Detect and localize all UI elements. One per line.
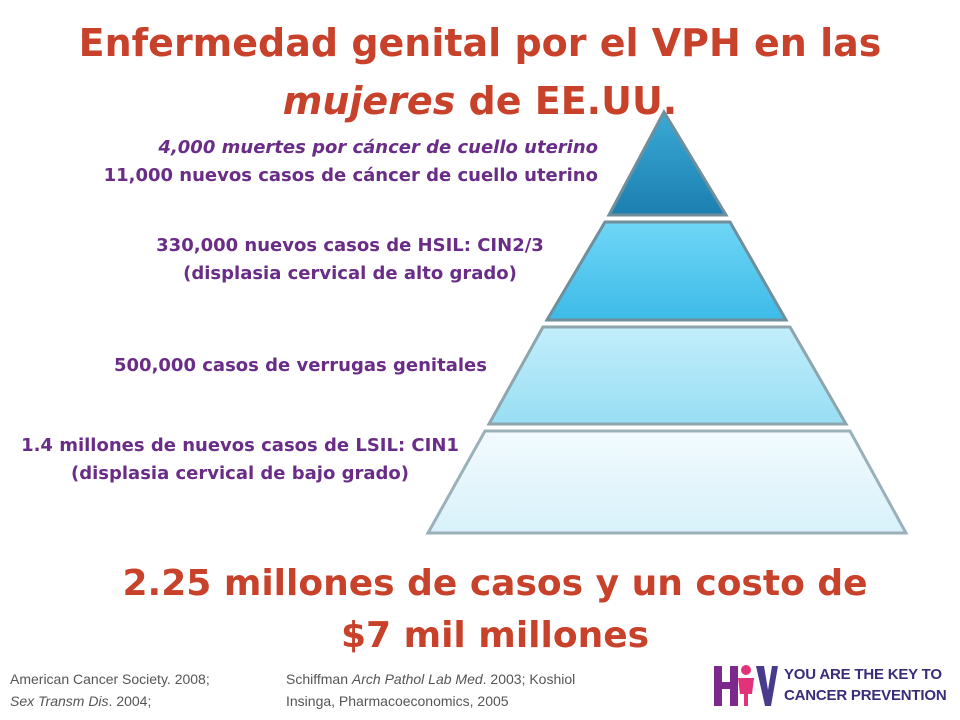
level-3-label: 500,000 casos de verrugas genitales	[114, 352, 487, 380]
pyramid-tier-4	[425, 429, 909, 535]
reference-schiffman: Schiffman Arch Pathol Lab Med. 2003; Kos…	[286, 668, 575, 690]
title-line-2: de EE.UU.	[455, 79, 678, 123]
reference-acs: American Cancer Society. 2008;	[10, 671, 210, 687]
reference-koshiol-year: . 2004;	[108, 693, 152, 709]
level-1-line-1: 4,000 muertes por cáncer de cuello uteri…	[158, 137, 598, 158]
level-4-line-2: (displasia cervical de bajo grado)	[71, 463, 409, 484]
level-4-line-1: 1.4 millones de nuevos casos de LSIL: CI…	[21, 435, 459, 456]
title-italic-word: mujeres	[282, 79, 456, 123]
reference-row-1: American Cancer Society. 2008; Schiffman…	[10, 668, 575, 690]
pyramid-tier-1	[606, 108, 729, 217]
reference-schiffman-journal: Arch Pathol Lab Med	[351, 671, 483, 687]
total-summary: 2.25 millones de casos y un costo de $7 …	[70, 558, 920, 662]
logo-tagline-line-1: YOU ARE THE KEY TO	[784, 666, 942, 683]
reference-koshiol-journal: Sex Transm Dis	[10, 693, 109, 709]
hpv-logo: YOU ARE THE KEY TO CANCER PREVENTION	[712, 660, 947, 710]
level-4-label: 1.4 millones de nuevos casos de LSIL: CI…	[0, 432, 480, 488]
level-2-line-2: (displasia cervical de alto grado)	[183, 263, 517, 284]
reference-schiffman-author: Schiffman	[286, 671, 352, 687]
reference-row-2: Sex Transm Dis. 2004; Insinga, Pharmacoe…	[10, 690, 509, 712]
level-3-line-1: 500,000 casos de verrugas genitales	[114, 355, 487, 376]
logo-tagline: YOU ARE THE KEY TO CANCER PREVENTION	[784, 664, 947, 706]
level-1-line-2: 11,000 nuevos casos de cáncer de cuello …	[103, 165, 598, 186]
total-line-2: $7 mil millones	[340, 615, 650, 656]
references: American Cancer Society. 2008; Schiffman…	[10, 668, 575, 712]
total-line-1: 2.25 millones de casos y un costo de	[122, 563, 868, 604]
level-1-label: 4,000 muertes por cáncer de cuello uteri…	[104, 134, 598, 190]
reference-insinga: Insinga, Pharmacoeconomics, 2005	[286, 693, 509, 709]
hpv-logo-mark-icon	[714, 665, 778, 706]
pyramid-tier-2	[544, 220, 789, 322]
level-2-line-1: 330,000 nuevos casos de HSIL: CIN2/3	[156, 235, 544, 256]
reference-schiffman-year: . 2003; Koshiol	[482, 671, 576, 687]
logo-tagline-line-2: CANCER PREVENTION	[784, 687, 947, 704]
level-2-label: 330,000 nuevos casos de HSIL: CIN2/3 (di…	[130, 232, 570, 288]
title-line-1: Enfermedad genital por el VPH en las	[78, 21, 882, 65]
pyramid-tier-3	[486, 325, 849, 426]
slide-title: Enfermedad genital por el VPH en las muj…	[40, 14, 920, 130]
